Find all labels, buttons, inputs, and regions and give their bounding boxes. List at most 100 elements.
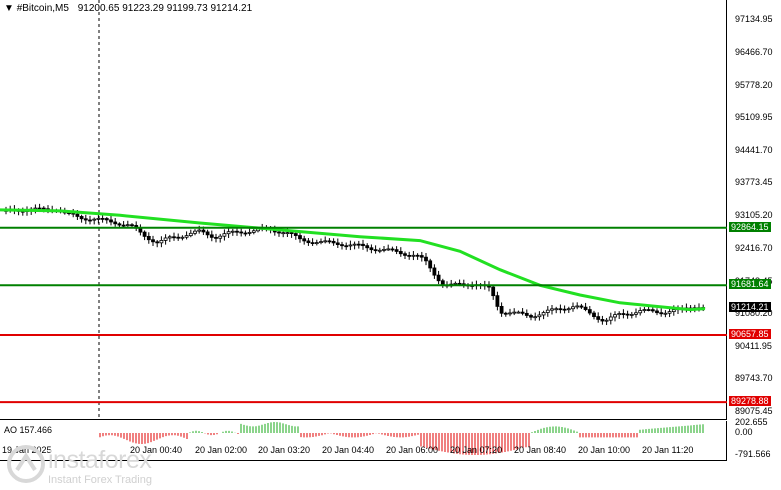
horizontal-levels	[0, 226, 727, 404]
time-tick-label: 20 Jan 02:00	[195, 445, 248, 455]
candle-body	[201, 229, 206, 233]
candle-body	[243, 232, 248, 235]
candle-body	[344, 245, 349, 248]
candle-body	[642, 309, 647, 311]
candle-body	[41, 207, 46, 210]
candle-body	[323, 240, 328, 243]
price-tick-label: 91080.20	[735, 308, 773, 319]
candle-body	[142, 231, 147, 237]
candle-body	[209, 234, 214, 238]
candle-body	[600, 319, 605, 322]
candle-body	[289, 232, 294, 235]
candle-body	[335, 242, 340, 245]
time-tick-label: 20 Jan 08:40	[514, 445, 567, 455]
candle-body	[327, 240, 332, 243]
candle-body	[403, 253, 407, 256]
candle-body	[583, 306, 588, 310]
candle-body	[554, 308, 559, 311]
candle-body	[176, 236, 181, 239]
candle-body	[356, 243, 361, 246]
candle-body	[340, 244, 344, 247]
candle-body	[205, 231, 210, 236]
candle-body	[235, 230, 239, 233]
candle-body	[188, 232, 193, 237]
candle-body	[310, 242, 315, 245]
candle-body	[121, 224, 126, 227]
candle-body	[197, 229, 202, 232]
ao-indicator-panel[interactable]: AO 157.466	[0, 421, 727, 461]
candle-body	[491, 286, 496, 297]
candle-body	[587, 309, 592, 314]
candle-body	[298, 235, 302, 240]
ao-histogram	[99, 422, 704, 455]
candle-body	[575, 305, 580, 308]
candle-body	[499, 305, 504, 314]
candle-body	[579, 305, 584, 308]
ao-axis: 202.655 0.00 -791.566	[727, 417, 781, 461]
candle-body	[277, 231, 281, 234]
candle-body	[146, 235, 151, 241]
instaforex-logo-icon	[7, 445, 45, 483]
moving-average-line	[0, 208, 706, 312]
candle-body	[230, 230, 235, 233]
candle-body	[130, 224, 134, 227]
candle-body	[407, 254, 412, 257]
collapse-arrow-icon[interactable]: ▼	[4, 3, 14, 14]
candle-body	[558, 308, 563, 311]
candle-body	[457, 282, 462, 285]
candle-body	[331, 240, 336, 244]
candle-body	[508, 312, 512, 315]
ao-tick-label: 0.00	[735, 427, 753, 437]
candle-body	[117, 223, 122, 226]
candle-body	[608, 316, 613, 321]
candle-body	[625, 313, 630, 316]
price-tick-label: 92416.70	[735, 243, 773, 254]
candle-body	[382, 248, 386, 251]
time-tick-label: 20 Jan 03:20	[258, 445, 311, 455]
candle-body	[172, 236, 176, 239]
candle-body	[545, 309, 550, 313]
time-tick-label: 20 Jan 10:00	[578, 445, 631, 455]
candle-body	[167, 236, 172, 239]
candle-body	[104, 218, 109, 221]
candle-body	[100, 217, 105, 220]
price-chart-panel[interactable]: ▼ #Bitcoin,M5 91200.65 91223.29 91199.73…	[0, 0, 727, 420]
candle-body	[348, 244, 353, 247]
candle-body	[562, 308, 567, 311]
ohlc-quote: 91200.65 91223.29 91199.73 91214.21	[77, 3, 253, 14]
candle-body	[516, 311, 521, 314]
candle-body	[184, 235, 189, 238]
candle-body	[571, 306, 575, 310]
candle-body	[537, 314, 542, 318]
symbol-label: #Bitcoin,M5	[16, 3, 69, 14]
candle-body	[411, 254, 416, 257]
candle-body	[37, 207, 42, 210]
price-plot	[0, 0, 727, 420]
candle-body	[592, 312, 596, 318]
level-price-tag: 91214.21	[729, 301, 771, 312]
level-price-tag: 89278.88	[729, 396, 771, 407]
price-tick-label: 89743.70	[735, 373, 773, 384]
candle-body	[533, 316, 538, 319]
price-tick-label: 96466.70	[735, 46, 773, 57]
level-price-tag: 90657.85	[729, 329, 771, 339]
candle-body	[596, 316, 601, 320]
instaforex-watermark: instaforex Instant Forex Trading	[4, 440, 184, 490]
ao-tick-label: -791.566	[735, 449, 771, 459]
candle-body	[621, 313, 626, 315]
candle-body	[512, 311, 517, 314]
ao-label: AO 157.466	[4, 425, 53, 435]
candle-body	[125, 224, 130, 227]
candle-body	[180, 236, 185, 239]
candle-body	[550, 308, 554, 311]
candle-body	[424, 256, 428, 262]
time-tick-label: 20 Jan 04:40	[322, 445, 375, 455]
candle-body	[520, 311, 525, 314]
candle-body	[247, 231, 252, 234]
candle-body	[386, 248, 391, 251]
candle-body	[671, 309, 676, 313]
candle-body	[352, 243, 357, 246]
candle-body	[524, 312, 529, 316]
candle-body	[155, 241, 160, 244]
